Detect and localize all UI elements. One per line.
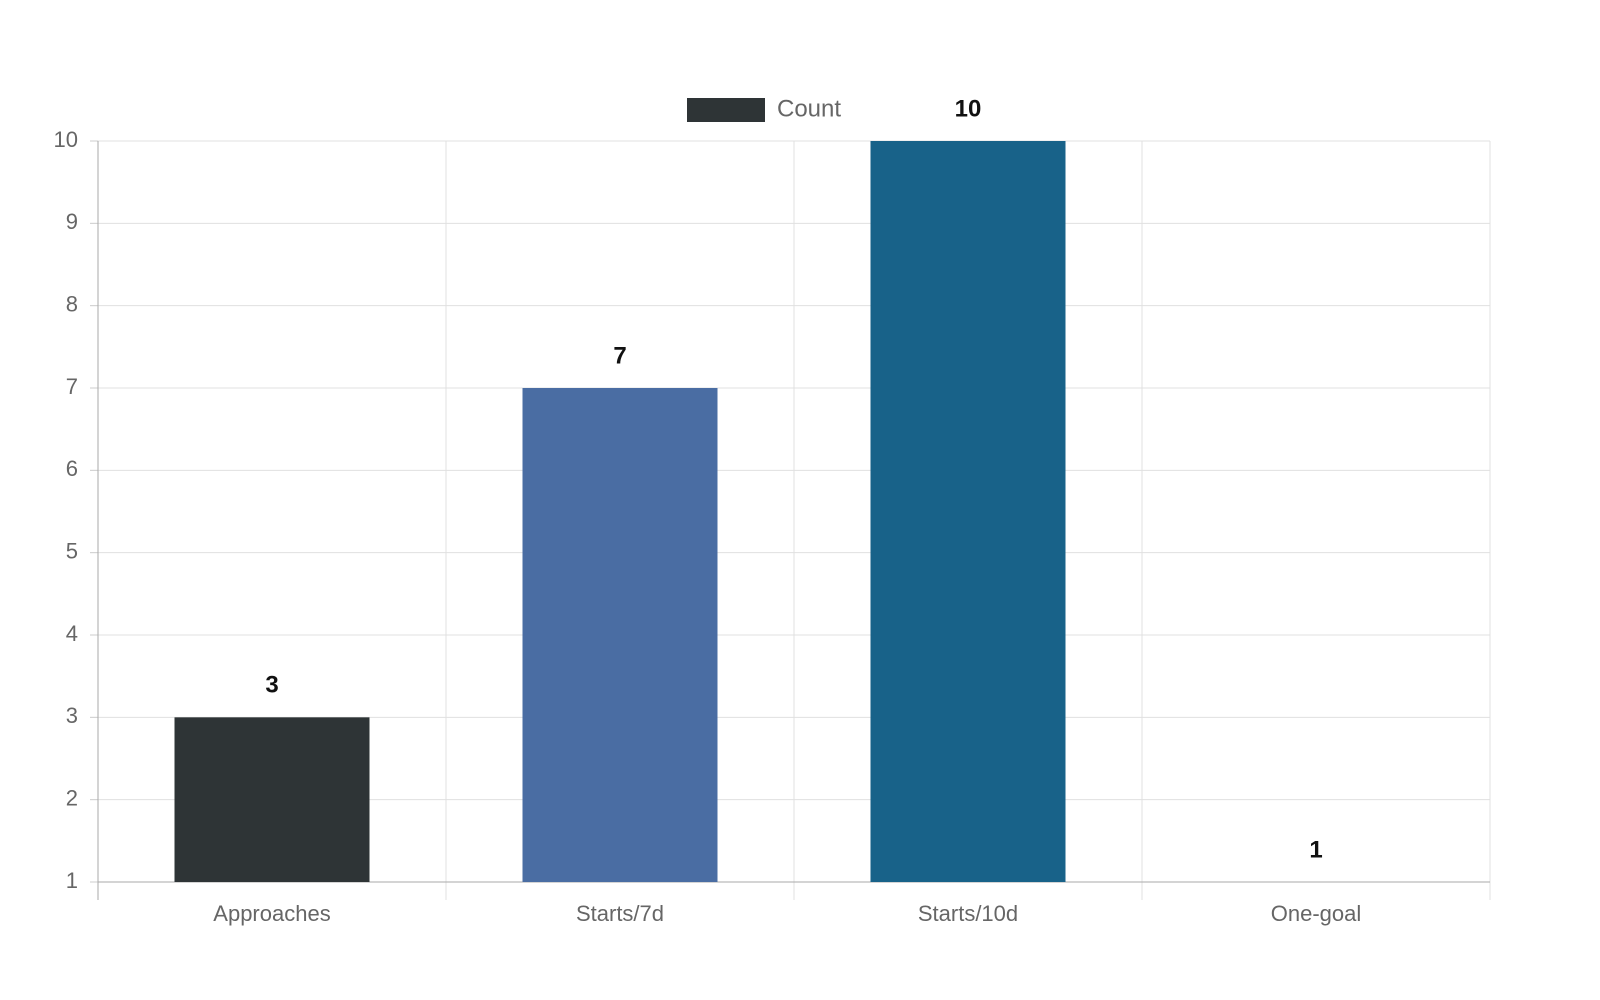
value-label: 10 <box>955 95 982 122</box>
y-tick-label: 8 <box>66 291 78 316</box>
bar <box>174 717 370 882</box>
value-label: 7 <box>613 342 626 369</box>
x-tick-label: Approaches <box>213 901 330 926</box>
y-tick-label: 10 <box>54 127 78 152</box>
y-tick-label: 4 <box>66 621 78 646</box>
value-label: 1 <box>1309 836 1322 863</box>
y-tick-label: 7 <box>66 374 78 399</box>
legend-label: Count <box>777 95 841 122</box>
y-tick-label: 2 <box>66 785 78 810</box>
value-label: 3 <box>265 672 278 699</box>
y-tick-label: 3 <box>66 703 78 728</box>
x-tick-label: Starts/10d <box>918 901 1018 926</box>
y-tick-label: 1 <box>66 868 78 893</box>
bar <box>522 388 718 882</box>
x-tick-label: One-goal <box>1271 901 1362 926</box>
y-tick-label: 9 <box>66 209 78 234</box>
y-tick-label: 6 <box>66 456 78 481</box>
bar <box>870 141 1066 882</box>
x-tick-label: Starts/7d <box>576 901 664 926</box>
legend-swatch <box>687 98 765 122</box>
y-tick-label: 5 <box>66 538 78 563</box>
